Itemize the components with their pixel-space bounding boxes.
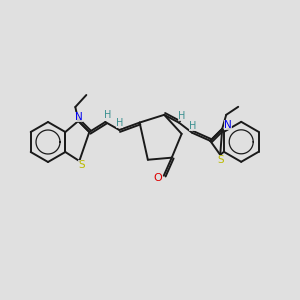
Text: S: S xyxy=(78,160,85,170)
Text: O: O xyxy=(153,173,162,183)
Text: H: H xyxy=(116,118,123,128)
Text: S: S xyxy=(217,155,224,165)
Text: N: N xyxy=(224,120,232,130)
Text: H: H xyxy=(178,111,185,121)
Text: H: H xyxy=(188,121,196,131)
Text: N: N xyxy=(75,112,83,122)
Text: H: H xyxy=(103,110,111,120)
